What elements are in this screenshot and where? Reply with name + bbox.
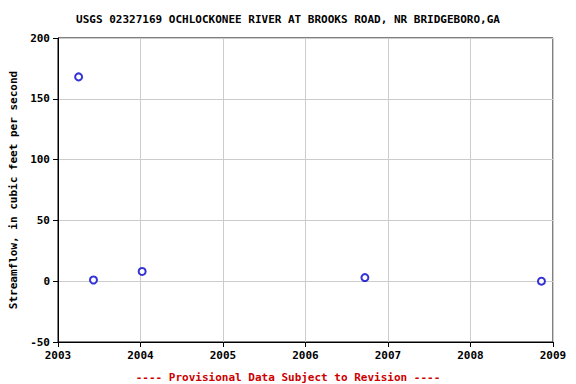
svg-text:2007: 2007 [375,349,402,362]
svg-text:2006: 2006 [292,349,319,362]
svg-text:150: 150 [30,92,50,105]
svg-text:2005: 2005 [210,349,237,362]
svg-text:---- Provisional Data Subject: ---- Provisional Data Subject to Revisio… [136,371,441,384]
svg-text:200: 200 [30,32,50,45]
svg-text:USGS 02327169 OCHLOCKONEE RIVE: USGS 02327169 OCHLOCKONEE RIVER AT BROOK… [76,13,500,26]
svg-text:Streamflow, in cubic feet per: Streamflow, in cubic feet per second [7,71,20,309]
svg-text:-50: -50 [30,336,50,349]
svg-text:0: 0 [43,275,50,288]
svg-text:2008: 2008 [457,349,484,362]
svg-text:2009: 2009 [540,349,567,362]
svg-text:100: 100 [30,153,50,166]
svg-text:50: 50 [37,214,50,227]
svg-text:2003: 2003 [45,349,72,362]
svg-text:2004: 2004 [127,349,154,362]
